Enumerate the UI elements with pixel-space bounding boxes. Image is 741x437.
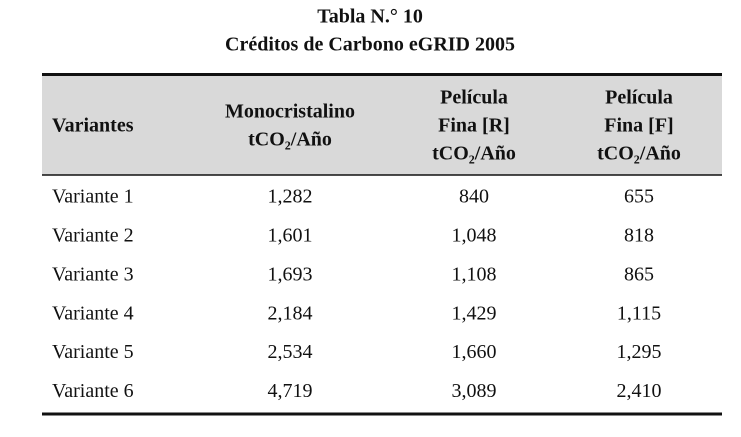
cell: 1,115 [617, 302, 661, 324]
subtitle: Créditos de Carbono eGRID 2005 [225, 34, 515, 56]
header-cell: tCO₂/Año [248, 129, 332, 151]
cell: 4,719 [268, 380, 313, 402]
cell: 1,693 [268, 263, 313, 285]
cell: 3,089 [452, 380, 497, 402]
cell: 840 [459, 186, 489, 208]
cell: 1,108 [452, 263, 497, 285]
header-cell: Variantes [52, 115, 134, 137]
title: Tabla N.° 10 [317, 6, 423, 28]
cell: 1,048 [452, 224, 497, 246]
header-cell: Película [440, 87, 508, 109]
row-label: Variante 6 [52, 380, 134, 402]
header-cell: Monocristalino [225, 101, 355, 123]
header-cell: Película [605, 87, 673, 109]
row-label: Variante 5 [52, 341, 134, 363]
header-background [42, 75, 722, 175]
cell: 1,429 [452, 302, 497, 324]
cell: 655 [624, 186, 654, 208]
cell: 1,295 [617, 341, 662, 363]
row-label: Variante 1 [52, 186, 134, 208]
cell: 2,410 [617, 380, 662, 402]
row-label: Variante 2 [52, 224, 134, 246]
cell: 2,534 [268, 341, 313, 363]
cell: 865 [624, 263, 654, 285]
cell: 1,660 [452, 341, 497, 363]
cell: 2,184 [268, 302, 313, 324]
header-cell: tCO₂/Año [597, 143, 681, 165]
header-cell: tCO₂/Año [432, 143, 516, 165]
header-cell: Fina [R] [438, 115, 510, 137]
row-label: Variante 3 [52, 263, 134, 285]
cell: 1,601 [268, 224, 313, 246]
cell: 1,282 [268, 186, 313, 208]
row-label: Variante 4 [52, 302, 134, 324]
header-cell: Fina [F] [604, 115, 673, 137]
cell: 818 [624, 224, 654, 246]
